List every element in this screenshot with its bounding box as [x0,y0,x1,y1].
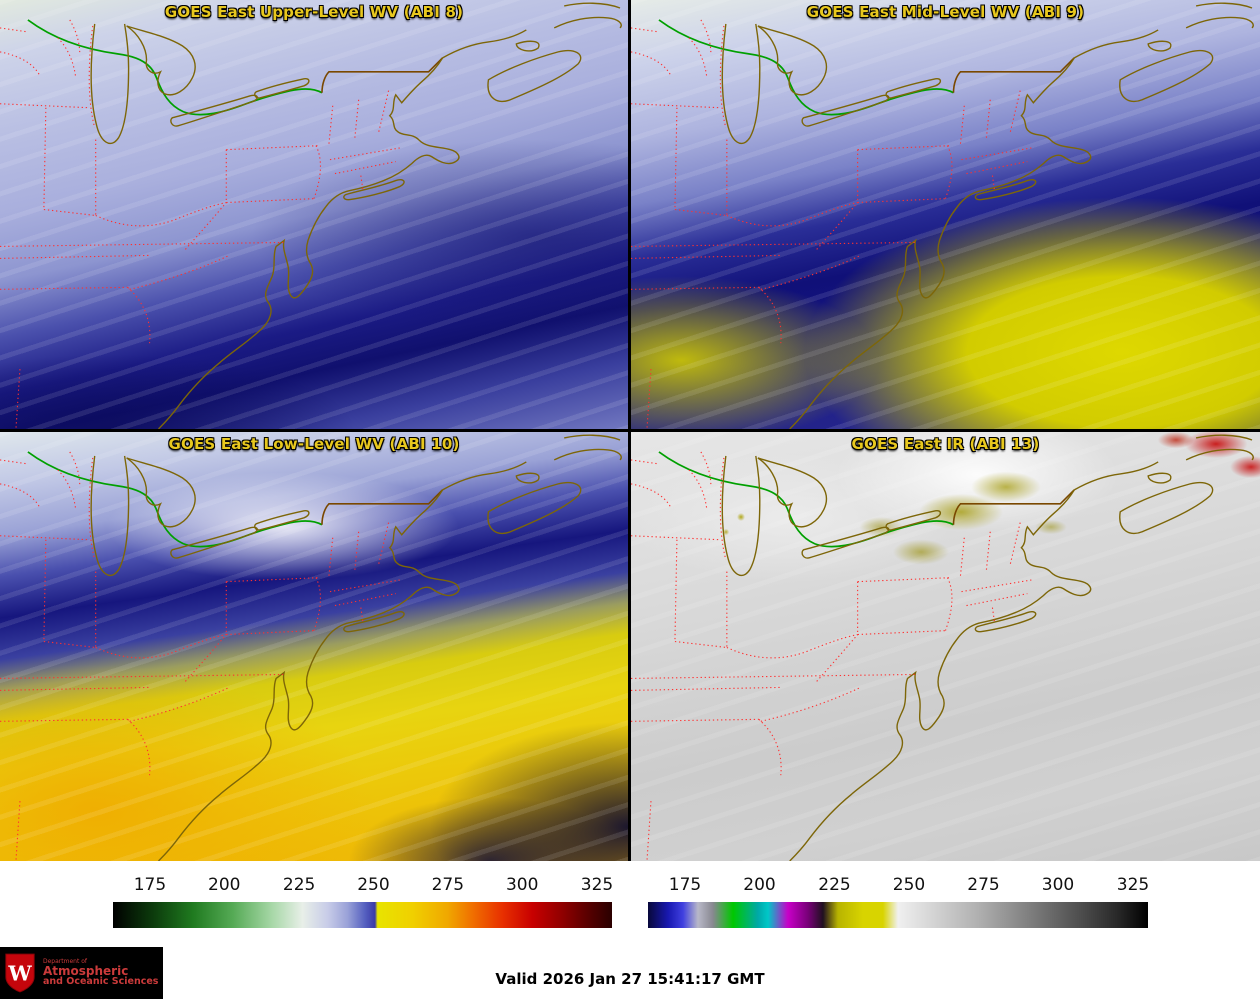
tick-label: 200 [208,875,241,895]
ir-colorbar-gradient [648,902,1148,928]
panel-grid: GOES East Upper-Level WV (ABI 8) GOES Ea… [0,0,1260,861]
uw-crest-icon: W [5,953,35,993]
tick-label: 300 [505,875,539,895]
panel-ir: GOES East IR (ABI 13) [631,432,1260,861]
panel-title-abi13: GOES East IR (ABI 13) [851,435,1040,453]
crest-letter: W [7,961,32,986]
tick-label: 250 [892,875,926,895]
tick-label: 300 [1041,875,1075,895]
ir-colorbar-ticks: 175 200 225 250 275 300 325 [648,875,1150,899]
tick-label: 225 [282,875,316,895]
wv-colorbar: 175 200 225 250 275 300 325 [113,875,614,928]
map-overlay [0,2,623,429]
map-overlay [631,434,1255,861]
tick-label: 175 [133,875,167,895]
panel-title-abi10: GOES East Low-Level WV (ABI 10) [168,435,460,453]
tick-label: 325 [580,875,614,895]
logo-line2: and Oceanic Sciences [43,976,159,988]
ir-cold-cloud-blobs [631,432,1260,861]
tick-label: 175 [668,875,702,895]
logo-text: Department of Atmospheric and Oceanic Sc… [43,957,159,988]
tick-label: 275 [967,875,1000,895]
valid-timestamp: Valid 2026 Jan 27 15:41:17 GMT [495,970,765,988]
panel-mid-level-wv: GOES East Mid-Level WV (ABI 9) [631,0,1260,429]
wv-colorbar-gradient [113,902,612,928]
map-overlay [0,434,623,861]
wv-colorbar-ticks: 175 200 225 250 275 300 325 [113,875,614,899]
map-overlay [631,2,1255,429]
logo-line1: Atmospheric [43,963,129,978]
tick-label: 275 [431,875,465,895]
panel-title-abi8: GOES East Upper-Level WV (ABI 8) [164,3,464,21]
ir-colorbar: 175 200 225 250 275 300 325 [648,875,1150,928]
tick-label: 250 [357,875,390,895]
panel-title-abi9: GOES East Mid-Level WV (ABI 9) [806,3,1085,21]
tick-label: 225 [818,875,851,895]
colorbar-footer-section: 175 200 225 250 275 300 325 175 200 225 … [0,861,1260,999]
tick-label: 325 [1116,875,1150,895]
tick-label: 200 [743,875,776,895]
panel-low-level-wv: GOES East Low-Level WV (ABI 10) [0,432,628,861]
logo-dept-line: Department of [43,957,87,965]
uw-aos-logo[interactable]: W Department of Atmospheric and Oceanic … [0,947,163,999]
panel-upper-level-wv: GOES East Upper-Level WV (ABI 8) [0,0,628,429]
